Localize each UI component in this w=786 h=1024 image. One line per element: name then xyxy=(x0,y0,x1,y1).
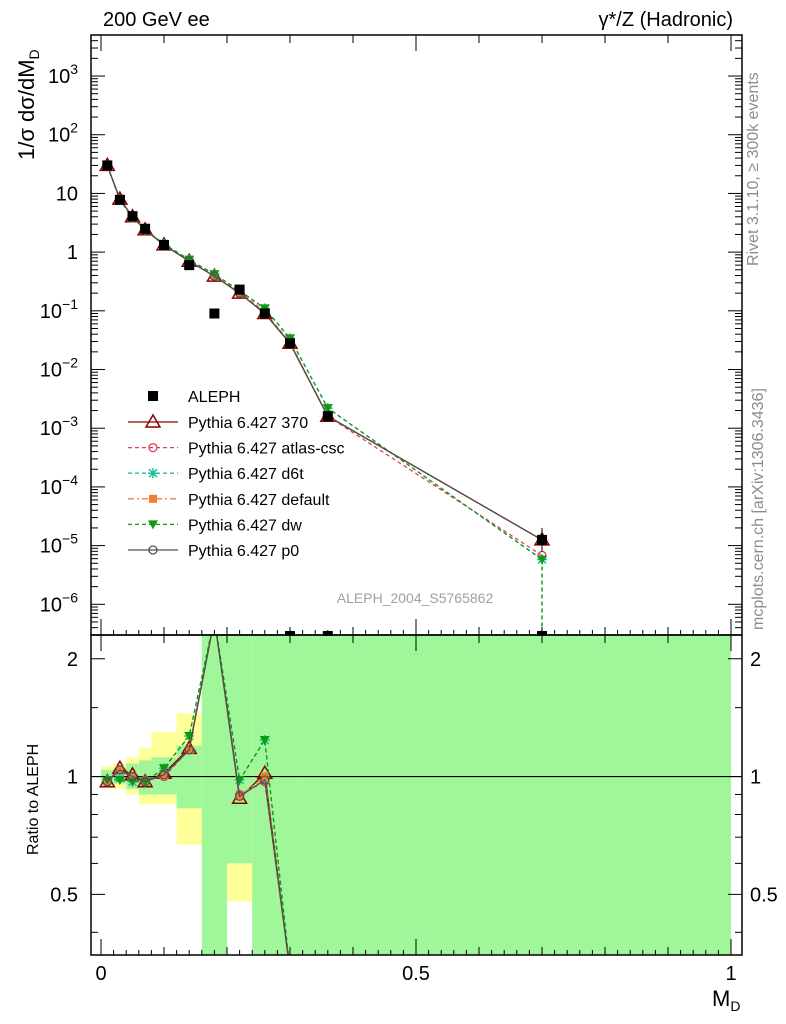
ratio-line-atlas xyxy=(106,635,289,955)
y-tick-label: 1 xyxy=(67,242,78,264)
series-point-dw xyxy=(322,404,333,414)
series-line-dw xyxy=(106,165,543,561)
series-line-p370 xyxy=(106,165,543,541)
x-axis-label: MD xyxy=(712,986,740,1014)
axis-ticks xyxy=(91,35,742,955)
ratio-point-p0 xyxy=(159,770,169,780)
data-point xyxy=(234,284,245,295)
rivet-label: Rivet 3.1.10, ≥ 300k events xyxy=(745,72,762,266)
data-point xyxy=(127,211,138,222)
data-point xyxy=(285,338,295,349)
x-tick-label: 0 xyxy=(95,963,106,985)
y-axis-label: 1/σ dσ/dMD xyxy=(14,49,42,160)
ratio-point-dw xyxy=(259,736,270,746)
data-point xyxy=(140,223,151,234)
ratio-tick-label-right: 0.5 xyxy=(750,884,778,906)
ratio-line-dw xyxy=(107,635,289,955)
band-inner-bin xyxy=(302,635,731,955)
data-points-group xyxy=(102,160,547,636)
mcplots-label: mcplots.cern.ch [arXiv:1306.3436] xyxy=(750,388,767,630)
data-point xyxy=(322,411,333,422)
left-title: 200 GeV ee xyxy=(103,9,210,31)
legend-label-default: Pythia 6.427 default xyxy=(188,492,330,509)
legend-marker-default xyxy=(149,494,157,503)
ratio-point-p0 xyxy=(115,765,125,775)
legend-label-atlas: Pythia 6.427 atlas-csc xyxy=(188,441,345,458)
series-line-default xyxy=(106,165,543,541)
y-tick-label: 10−6 xyxy=(40,589,78,616)
y-tick-label: 102 xyxy=(48,120,78,147)
y-tick-label: 10−3 xyxy=(40,413,78,440)
ratio-point-p0 xyxy=(127,771,138,782)
legend-marker-dw xyxy=(148,520,158,530)
legend-label-d6t: Pythia 6.427 d6t xyxy=(188,466,304,483)
ratio-point-p0 xyxy=(140,777,150,787)
ratio-point-p0 xyxy=(184,745,194,755)
data-point xyxy=(209,308,220,319)
y-tick-label: 10−4 xyxy=(40,472,78,499)
analysis-watermark: ALEPH_2004_S5765862 xyxy=(337,590,494,606)
ratio-point-p0 xyxy=(260,775,270,785)
y-tick-label: 10−1 xyxy=(40,296,78,323)
ratio-axis-label: Ratio to ALEPH xyxy=(25,744,42,855)
legend-marker-atlas xyxy=(148,442,158,453)
data-point xyxy=(114,194,125,205)
legend-label-p370: Pythia 6.427 370 xyxy=(188,415,308,432)
y-tick-label: 103 xyxy=(48,61,78,88)
ratio-tick-label: 0.5 xyxy=(50,884,78,906)
series-line-p0 xyxy=(106,165,543,541)
x-tick-label: 1 xyxy=(725,963,736,985)
ratio-tick-label-right: 2 xyxy=(750,649,761,671)
right-title: γ*/Z (Hadronic) xyxy=(599,9,733,31)
y-tick-label: 10−2 xyxy=(40,355,78,382)
legend-marker-d6t xyxy=(148,468,158,479)
ratio-line-p0 xyxy=(106,635,289,955)
ratio-point-dw xyxy=(159,764,169,774)
legend-label-data: ALEPH xyxy=(188,389,240,406)
ratio-point-p0 xyxy=(234,791,245,802)
ratio-tick-label: 1 xyxy=(67,767,78,789)
legend-marker-p0 xyxy=(148,545,158,555)
data-point xyxy=(159,240,169,251)
y-tick-label: 10 xyxy=(56,183,78,205)
y-tick-label: 10−5 xyxy=(40,531,78,558)
legend-label-dw: Pythia 6.427 dw xyxy=(188,517,302,534)
band-inner-bin xyxy=(252,635,278,955)
ratio-point-p0 xyxy=(102,777,112,787)
ratio-tick-label: 2 xyxy=(67,649,78,671)
ratio-series-group xyxy=(98,635,289,955)
x-tick-label: 0.5 xyxy=(402,963,430,985)
legend-marker-p370 xyxy=(144,413,162,428)
legend-marker-data xyxy=(148,391,158,401)
ratio-point-dw xyxy=(114,775,125,785)
data-point xyxy=(102,160,113,171)
ratio-bands xyxy=(101,635,731,955)
legend: ALEPH Pythia 6.427 370 Pythia 6.427 atlas-… xyxy=(128,389,345,560)
series-point-p0 xyxy=(209,271,220,281)
band-inner-bin xyxy=(201,635,227,955)
data-point xyxy=(184,260,195,271)
main-series-group xyxy=(98,156,551,635)
legend-label-p0: Pythia 6.427 p0 xyxy=(188,543,299,560)
data-point xyxy=(259,308,270,319)
band-inner-bin xyxy=(227,635,253,864)
ratio-tick-label-right: 1 xyxy=(750,767,761,789)
